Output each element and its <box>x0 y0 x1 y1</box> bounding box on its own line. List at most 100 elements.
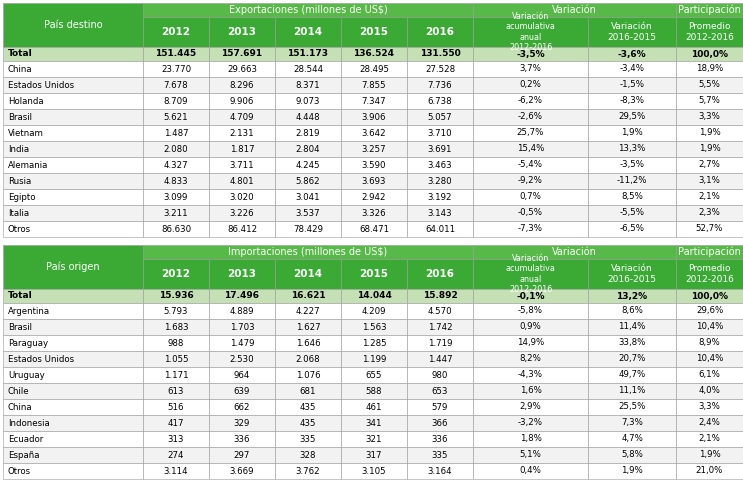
Text: España: España <box>8 450 39 460</box>
Bar <box>676 259 743 289</box>
Text: 15.892: 15.892 <box>423 292 458 300</box>
Bar <box>473 335 588 351</box>
Bar <box>676 61 743 77</box>
Text: 639: 639 <box>234 387 250 395</box>
Text: 4.327: 4.327 <box>163 161 188 169</box>
Text: 2016: 2016 <box>426 269 455 279</box>
Text: 1.076: 1.076 <box>296 371 320 379</box>
Text: Holanda: Holanda <box>8 96 44 106</box>
Text: 2,1%: 2,1% <box>698 434 721 444</box>
Text: 4.833: 4.833 <box>163 176 188 186</box>
Text: 461: 461 <box>366 402 382 412</box>
Text: 1.683: 1.683 <box>163 322 188 332</box>
Bar <box>143 109 209 125</box>
Text: -6,5%: -6,5% <box>620 225 644 233</box>
Bar <box>209 93 275 109</box>
Bar <box>676 77 743 93</box>
Bar <box>3 47 143 61</box>
Text: 8,9%: 8,9% <box>698 338 721 348</box>
Text: Chile: Chile <box>8 387 30 395</box>
Text: 3.590: 3.590 <box>362 161 386 169</box>
Text: 3,3%: 3,3% <box>698 402 721 412</box>
Text: 4.801: 4.801 <box>230 176 254 186</box>
Text: 3.192: 3.192 <box>428 192 452 202</box>
Bar <box>588 109 676 125</box>
Bar <box>341 319 407 335</box>
Bar <box>407 93 473 109</box>
Bar <box>676 47 743 61</box>
Text: Variación
acumulativa
anual
2012-2016: Variación acumulativa anual 2012-2016 <box>505 254 556 294</box>
Bar <box>143 189 209 205</box>
Text: 328: 328 <box>299 450 317 460</box>
Bar <box>3 221 143 237</box>
Text: 336: 336 <box>234 434 250 444</box>
Bar <box>275 335 341 351</box>
Bar <box>143 3 473 17</box>
Text: 15.936: 15.936 <box>158 292 193 300</box>
Text: Importaciones (millones de US$): Importaciones (millones de US$) <box>228 247 388 257</box>
Text: 7.678: 7.678 <box>163 80 188 90</box>
Text: 10,4%: 10,4% <box>695 322 723 332</box>
Text: 5.862: 5.862 <box>296 176 320 186</box>
Bar <box>676 221 743 237</box>
Bar <box>407 319 473 335</box>
Bar <box>209 173 275 189</box>
Text: Vietnam: Vietnam <box>8 129 44 137</box>
Bar <box>341 189 407 205</box>
Text: 3.211: 3.211 <box>163 208 188 218</box>
Text: 3.326: 3.326 <box>362 208 386 218</box>
Bar <box>588 431 676 447</box>
Text: Exportaciones (millones de US$): Exportaciones (millones de US$) <box>229 5 387 15</box>
Bar <box>143 259 209 289</box>
Bar <box>209 289 275 303</box>
Text: 2013: 2013 <box>227 27 256 37</box>
Text: 662: 662 <box>234 402 250 412</box>
Text: 297: 297 <box>234 450 250 460</box>
Text: -5,5%: -5,5% <box>620 208 644 218</box>
Bar <box>275 173 341 189</box>
Bar <box>275 383 341 399</box>
Text: 3.906: 3.906 <box>362 112 386 121</box>
Text: 5,8%: 5,8% <box>621 450 643 460</box>
Bar <box>275 157 341 173</box>
Text: 29,5%: 29,5% <box>618 112 646 121</box>
Text: 100,0%: 100,0% <box>691 50 728 58</box>
Text: 2014: 2014 <box>293 269 322 279</box>
Bar <box>407 205 473 221</box>
Bar <box>676 399 743 415</box>
Text: 4.209: 4.209 <box>362 306 386 316</box>
Text: 10,4%: 10,4% <box>695 355 723 363</box>
Bar <box>473 319 588 335</box>
Bar <box>209 367 275 383</box>
Bar <box>473 367 588 383</box>
Bar <box>676 3 743 17</box>
Bar <box>473 431 588 447</box>
Bar <box>275 447 341 463</box>
Text: 1,9%: 1,9% <box>698 129 721 137</box>
Text: 1.055: 1.055 <box>163 355 188 363</box>
Bar <box>275 463 341 479</box>
Text: 8,2%: 8,2% <box>519 355 542 363</box>
Bar <box>143 415 209 431</box>
Text: Variación
acumulativa
anual
2012-2016: Variación acumulativa anual 2012-2016 <box>505 12 556 52</box>
Bar <box>676 415 743 431</box>
Text: 317: 317 <box>366 450 382 460</box>
Text: 52,7%: 52,7% <box>695 225 723 233</box>
Text: 1.285: 1.285 <box>362 338 386 348</box>
Text: 11,4%: 11,4% <box>618 322 646 332</box>
Bar <box>275 259 341 289</box>
Text: 274: 274 <box>168 450 184 460</box>
Text: 4.448: 4.448 <box>296 112 320 121</box>
Bar <box>209 157 275 173</box>
Bar <box>209 47 275 61</box>
Text: 13,2%: 13,2% <box>617 292 648 300</box>
Text: 1,6%: 1,6% <box>519 387 542 395</box>
Bar <box>676 17 743 47</box>
Text: 1.627: 1.627 <box>296 322 320 332</box>
Text: 2.819: 2.819 <box>296 129 320 137</box>
Text: Participación: Participación <box>678 247 741 257</box>
Bar <box>3 351 143 367</box>
Bar <box>341 383 407 399</box>
Bar <box>275 319 341 335</box>
Text: Total: Total <box>8 292 33 300</box>
